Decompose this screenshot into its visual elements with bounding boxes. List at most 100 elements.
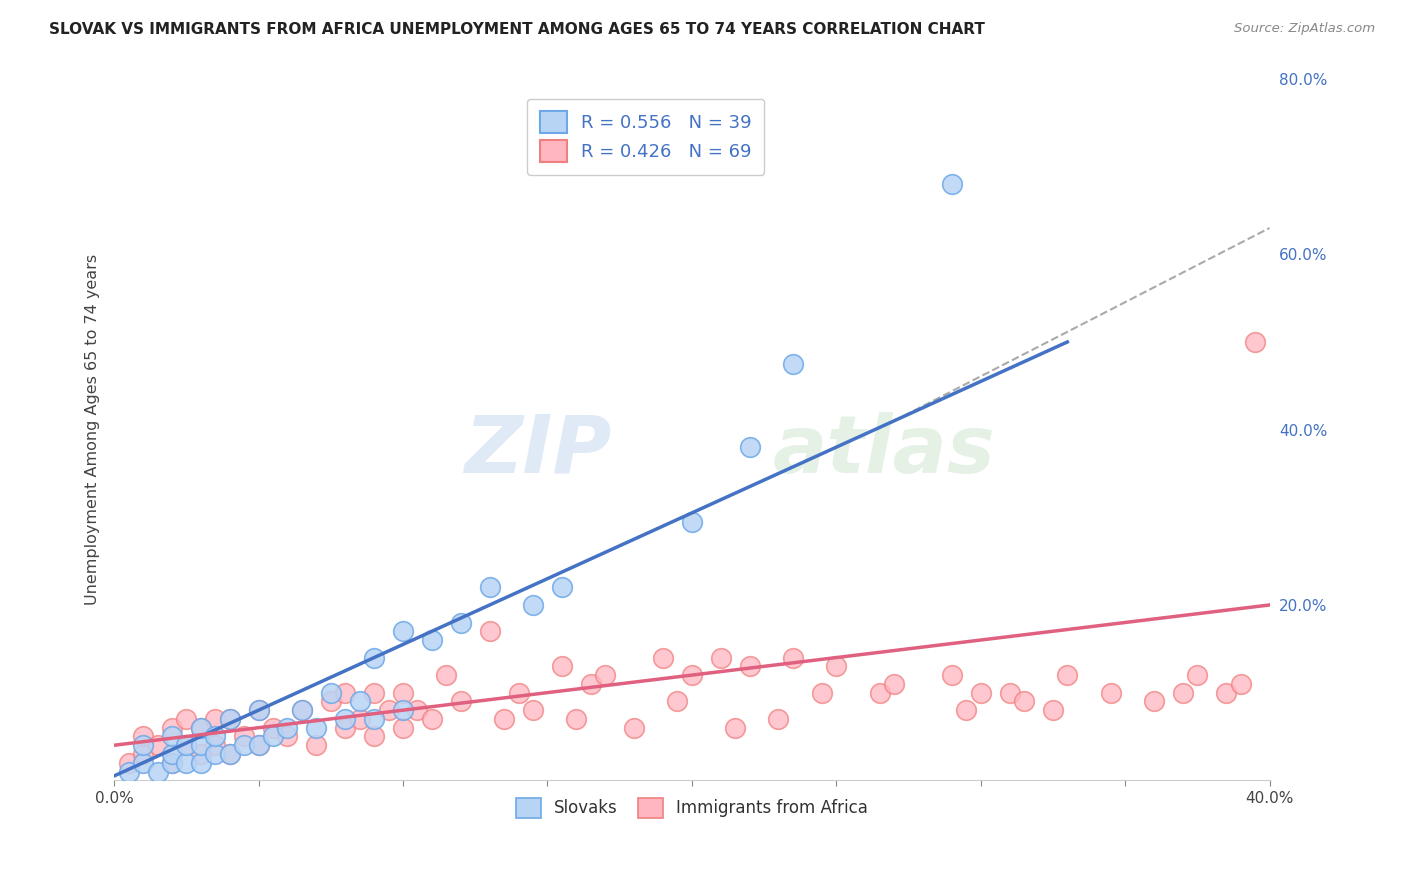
Point xyxy=(941,668,963,682)
Point xyxy=(1143,694,1166,708)
Point xyxy=(681,515,703,529)
Text: SLOVAK VS IMMIGRANTS FROM AFRICA UNEMPLOYMENT AMONG AGES 65 TO 74 YEARS CORRELAT: SLOVAK VS IMMIGRANTS FROM AFRICA UNEMPLO… xyxy=(49,22,986,37)
Point xyxy=(190,738,212,752)
Point xyxy=(392,624,415,639)
Point xyxy=(160,756,183,770)
Point xyxy=(955,703,977,717)
Point xyxy=(1012,694,1035,708)
Point xyxy=(335,712,357,726)
Point xyxy=(204,712,226,726)
Point xyxy=(160,721,183,735)
Point xyxy=(176,738,198,752)
Point xyxy=(738,440,761,454)
Point xyxy=(132,747,155,761)
Point xyxy=(218,747,240,761)
Point xyxy=(941,177,963,191)
Point xyxy=(377,703,399,717)
Point xyxy=(218,747,240,761)
Point xyxy=(681,668,703,682)
Point xyxy=(335,721,357,735)
Point xyxy=(420,712,443,726)
Point xyxy=(392,703,415,717)
Point xyxy=(392,685,415,699)
Point xyxy=(623,721,645,735)
Point xyxy=(1187,668,1209,682)
Point xyxy=(1229,677,1251,691)
Point xyxy=(305,738,328,752)
Point xyxy=(218,712,240,726)
Point xyxy=(146,738,169,752)
Point xyxy=(204,747,226,761)
Text: Source: ZipAtlas.com: Source: ZipAtlas.com xyxy=(1234,22,1375,36)
Point xyxy=(450,615,472,630)
Point xyxy=(190,756,212,770)
Point xyxy=(305,721,328,735)
Point xyxy=(551,581,574,595)
Point xyxy=(176,738,198,752)
Point xyxy=(349,712,371,726)
Point xyxy=(218,712,240,726)
Point xyxy=(146,764,169,779)
Point xyxy=(666,694,689,708)
Point xyxy=(392,721,415,735)
Point xyxy=(335,685,357,699)
Point xyxy=(652,650,675,665)
Point xyxy=(132,730,155,744)
Text: atlas: atlas xyxy=(773,412,995,490)
Point xyxy=(1244,334,1267,349)
Text: ZIP: ZIP xyxy=(464,412,612,490)
Point xyxy=(363,712,385,726)
Point xyxy=(262,721,284,735)
Legend: Slovaks, Immigrants from Africa: Slovaks, Immigrants from Africa xyxy=(509,791,875,824)
Point xyxy=(998,685,1021,699)
Point xyxy=(1056,668,1078,682)
Point xyxy=(160,756,183,770)
Point xyxy=(132,738,155,752)
Point xyxy=(132,756,155,770)
Point xyxy=(565,712,588,726)
Point xyxy=(262,730,284,744)
Point xyxy=(478,581,501,595)
Point xyxy=(247,703,270,717)
Point xyxy=(276,721,298,735)
Point xyxy=(508,685,530,699)
Point xyxy=(1215,685,1237,699)
Point xyxy=(363,685,385,699)
Point xyxy=(478,624,501,639)
Point xyxy=(710,650,733,665)
Point xyxy=(349,694,371,708)
Point xyxy=(1171,685,1194,699)
Point xyxy=(247,738,270,752)
Point xyxy=(1042,703,1064,717)
Point xyxy=(406,703,429,717)
Point xyxy=(811,685,834,699)
Point xyxy=(883,677,905,691)
Point xyxy=(160,747,183,761)
Point xyxy=(579,677,602,691)
Point xyxy=(117,756,139,770)
Point xyxy=(969,685,991,699)
Point xyxy=(738,659,761,673)
Point xyxy=(593,668,616,682)
Point xyxy=(420,633,443,648)
Point xyxy=(233,730,256,744)
Point xyxy=(363,730,385,744)
Point xyxy=(190,747,212,761)
Point xyxy=(247,738,270,752)
Point xyxy=(276,730,298,744)
Point xyxy=(291,703,314,717)
Point xyxy=(319,685,342,699)
Point xyxy=(247,703,270,717)
Point xyxy=(176,712,198,726)
Point xyxy=(204,738,226,752)
Point xyxy=(768,712,790,726)
Point xyxy=(869,685,891,699)
Point xyxy=(363,650,385,665)
Point xyxy=(1099,685,1122,699)
Point xyxy=(190,721,212,735)
Point xyxy=(782,357,804,371)
Point xyxy=(176,756,198,770)
Point xyxy=(724,721,747,735)
Point xyxy=(522,703,544,717)
Point xyxy=(160,730,183,744)
